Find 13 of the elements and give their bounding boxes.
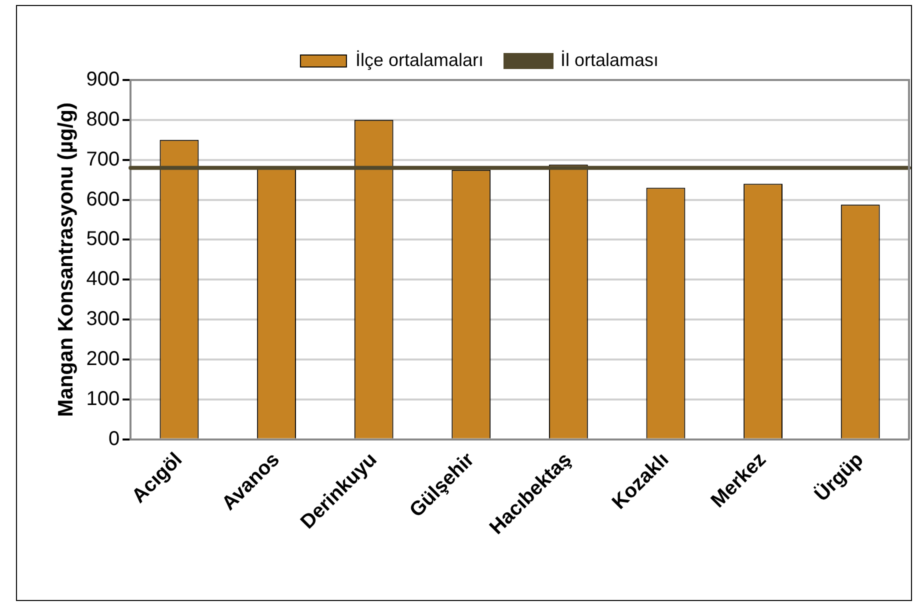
y-tick-label: 500: [86, 228, 120, 250]
y-tick-label: 200: [86, 348, 120, 370]
legend-label: İl ortalaması: [560, 50, 659, 70]
y-tick-label: 600: [86, 188, 120, 210]
legend-label: İlçe ortalamaları: [355, 50, 484, 70]
y-tick-label: 800: [86, 108, 120, 130]
y-tick-label: 100: [86, 388, 120, 410]
y-tick-label: 400: [86, 268, 120, 290]
y-tick-label: 700: [86, 148, 120, 170]
y-tick-label: 0: [108, 428, 120, 450]
y-tick-label: 900: [86, 68, 120, 91]
y-axis-title: Mangan Konsantrasyonu (µg/g): [54, 102, 78, 417]
y-tick-label: 300: [86, 308, 120, 330]
